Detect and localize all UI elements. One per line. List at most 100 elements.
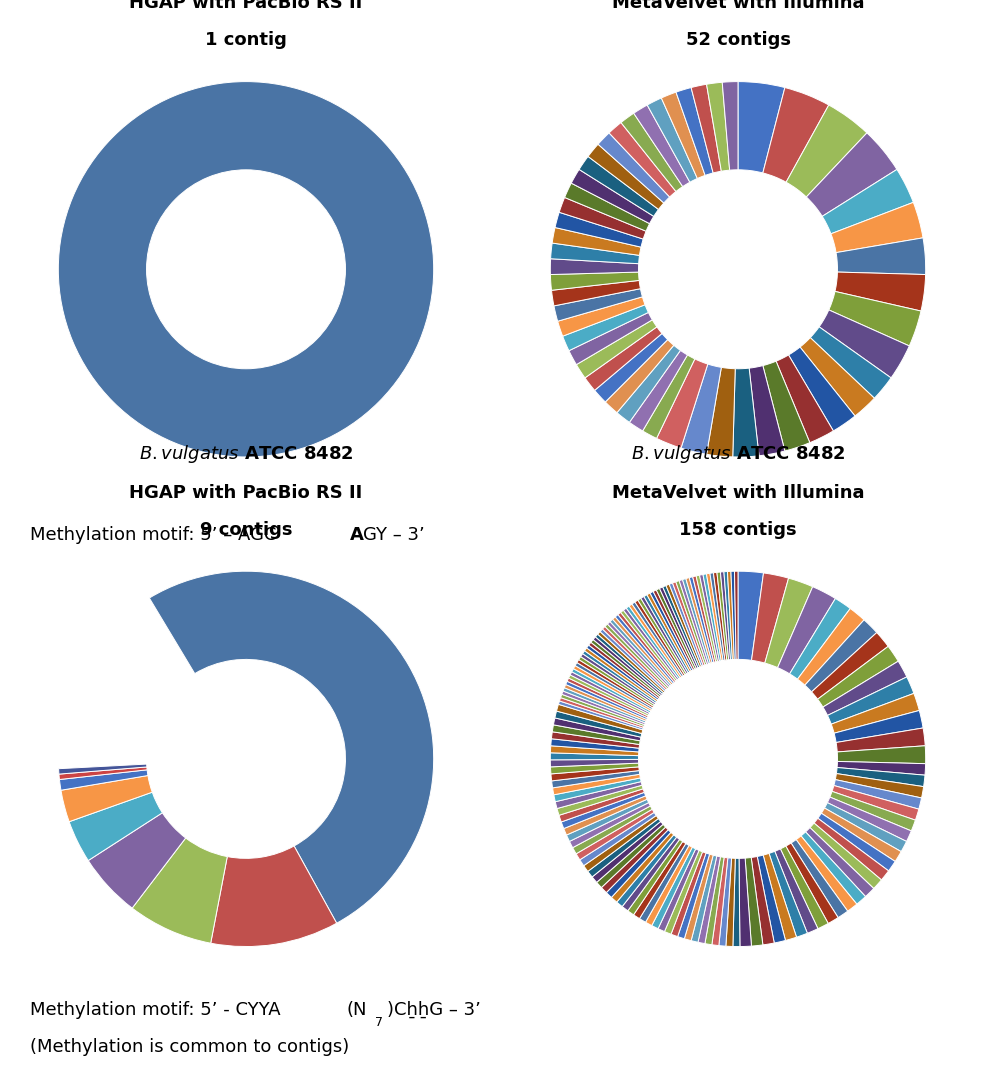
Text: 158 contigs: 158 contigs [679,520,797,539]
Wedge shape [800,337,875,416]
Wedge shape [593,636,662,695]
Wedge shape [570,671,649,715]
Wedge shape [830,202,923,252]
Wedge shape [554,778,642,802]
Wedge shape [618,613,676,682]
Wedge shape [647,98,698,182]
Wedge shape [632,602,683,677]
Wedge shape [552,725,641,744]
Wedge shape [801,832,866,904]
Wedge shape [650,592,693,671]
Wedge shape [560,697,644,728]
Wedge shape [700,574,719,662]
Wedge shape [752,573,788,663]
Wedge shape [628,840,683,915]
Wedge shape [662,585,700,668]
Wedge shape [558,297,646,336]
Wedge shape [806,133,896,217]
Wedge shape [59,767,148,779]
Wedge shape [818,813,895,870]
Wedge shape [629,604,682,678]
Wedge shape [681,364,721,455]
Wedge shape [559,789,645,821]
Wedge shape [61,776,153,821]
Wedge shape [689,577,714,663]
Wedge shape [797,608,864,685]
Wedge shape [613,617,673,684]
Wedge shape [569,312,652,364]
Wedge shape [818,646,898,707]
Wedge shape [837,762,926,775]
Wedge shape [658,849,699,931]
Text: 9 contigs: 9 contigs [200,520,292,539]
Wedge shape [638,598,687,675]
Wedge shape [835,774,924,798]
Wedge shape [559,701,644,730]
Wedge shape [646,593,692,672]
Wedge shape [596,825,665,888]
Wedge shape [713,572,727,660]
Wedge shape [672,582,706,666]
Wedge shape [703,573,721,662]
Wedge shape [722,82,738,170]
Wedge shape [788,347,855,431]
Wedge shape [575,663,652,709]
Wedge shape [814,818,889,880]
Wedge shape [635,601,685,676]
Wedge shape [745,857,763,947]
Wedge shape [576,809,654,860]
Wedge shape [749,366,785,456]
Wedge shape [833,780,922,809]
Wedge shape [678,853,709,939]
Wedge shape [659,586,698,668]
Wedge shape [644,595,690,672]
Wedge shape [661,92,706,178]
Wedge shape [555,781,643,808]
Wedge shape [584,816,658,871]
Wedge shape [709,572,725,660]
Wedge shape [806,828,874,897]
Wedge shape [557,704,643,733]
Wedge shape [634,841,686,918]
Wedge shape [573,806,652,854]
Wedge shape [550,759,639,767]
Wedge shape [823,170,913,234]
Wedge shape [588,642,660,698]
Wedge shape [595,634,663,694]
Wedge shape [791,840,847,917]
Wedge shape [606,830,671,898]
Wedge shape [719,857,731,947]
Wedge shape [605,339,674,412]
Wedge shape [630,350,688,431]
Wedge shape [739,858,752,947]
Text: Methylation motif: 5’ – AGC: Methylation motif: 5’ – AGC [30,527,276,544]
Wedge shape [664,851,703,935]
Wedge shape [691,855,716,942]
Wedge shape [580,813,656,866]
Wedge shape [561,694,645,727]
Wedge shape [684,854,713,941]
Wedge shape [810,326,892,398]
Wedge shape [551,739,639,752]
Wedge shape [765,578,813,668]
Wedge shape [553,775,641,795]
Wedge shape [594,333,668,401]
Text: $\it{B. vulgatus}$ ATCC 8482: $\it{B. vulgatus}$ ATCC 8482 [631,443,845,466]
Wedge shape [572,170,653,224]
Wedge shape [707,83,730,171]
Wedge shape [211,846,337,947]
Wedge shape [641,596,688,673]
Wedge shape [550,753,639,759]
Text: (N: (N [346,1001,367,1018]
Wedge shape [561,792,646,829]
Text: MetaVelvet with Illumina: MetaVelvet with Illumina [612,484,864,502]
Wedge shape [640,843,689,923]
Wedge shape [828,798,911,841]
Wedge shape [834,710,923,742]
Wedge shape [132,838,227,943]
Wedge shape [551,243,640,263]
Wedge shape [557,786,644,815]
Wedge shape [602,627,667,690]
Wedge shape [696,576,717,662]
Wedge shape [822,808,901,862]
